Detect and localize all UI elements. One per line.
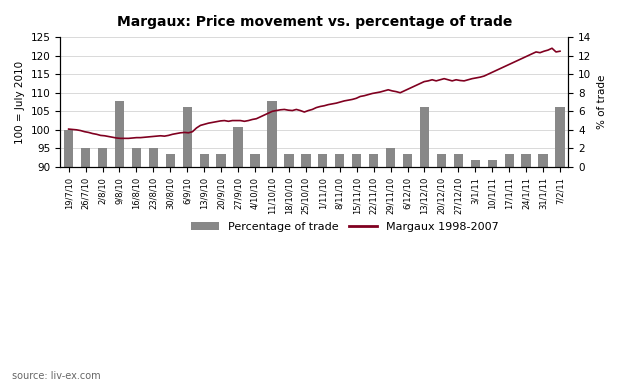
Bar: [555, 107, 565, 167]
Bar: [233, 127, 243, 167]
Bar: [216, 154, 226, 167]
Bar: [488, 160, 497, 167]
Bar: [369, 154, 378, 167]
Margaux 1998-2007: [117, 136, 124, 141]
Line: Margaux 1998-2007: Margaux 1998-2007: [68, 48, 560, 138]
Text: source: liv-ex.com: source: liv-ex.com: [12, 371, 101, 381]
Bar: [98, 148, 107, 167]
Margaux 1998-2007: [285, 108, 292, 112]
Bar: [200, 154, 209, 167]
Margaux 1998-2007: [160, 134, 168, 138]
Bar: [453, 154, 463, 167]
Bar: [352, 154, 361, 167]
Margaux 1998-2007: [69, 127, 77, 132]
Bar: [471, 160, 480, 167]
Legend: Percentage of trade, Margaux 1998-2007: Percentage of trade, Margaux 1998-2007: [187, 218, 503, 237]
Bar: [284, 154, 294, 167]
Margaux 1998-2007: [353, 96, 360, 101]
Bar: [386, 148, 395, 167]
Bar: [250, 154, 259, 167]
Bar: [504, 154, 514, 167]
Bar: [165, 154, 175, 167]
Bar: [335, 154, 345, 167]
Bar: [132, 148, 141, 167]
Bar: [81, 148, 90, 167]
Title: Margaux: Price movement vs. percentage of trade: Margaux: Price movement vs. percentage o…: [116, 15, 512, 29]
Bar: [437, 154, 446, 167]
Bar: [521, 154, 531, 167]
Margaux 1998-2007: [213, 119, 220, 124]
Bar: [115, 101, 124, 167]
Margaux 1998-2007: [97, 133, 104, 138]
Bar: [539, 154, 548, 167]
Bar: [149, 148, 158, 167]
Y-axis label: % of trade: % of trade: [597, 75, 607, 129]
Y-axis label: 100 = July 2010: 100 = July 2010: [15, 60, 25, 144]
Bar: [301, 154, 310, 167]
Bar: [403, 154, 412, 167]
Bar: [64, 130, 73, 167]
Margaux 1998-2007: [548, 46, 555, 51]
Bar: [267, 101, 277, 167]
Bar: [318, 154, 327, 167]
Margaux 1998-2007: [556, 49, 564, 54]
Bar: [420, 107, 429, 167]
Bar: [183, 107, 192, 167]
Margaux 1998-2007: [65, 127, 72, 131]
